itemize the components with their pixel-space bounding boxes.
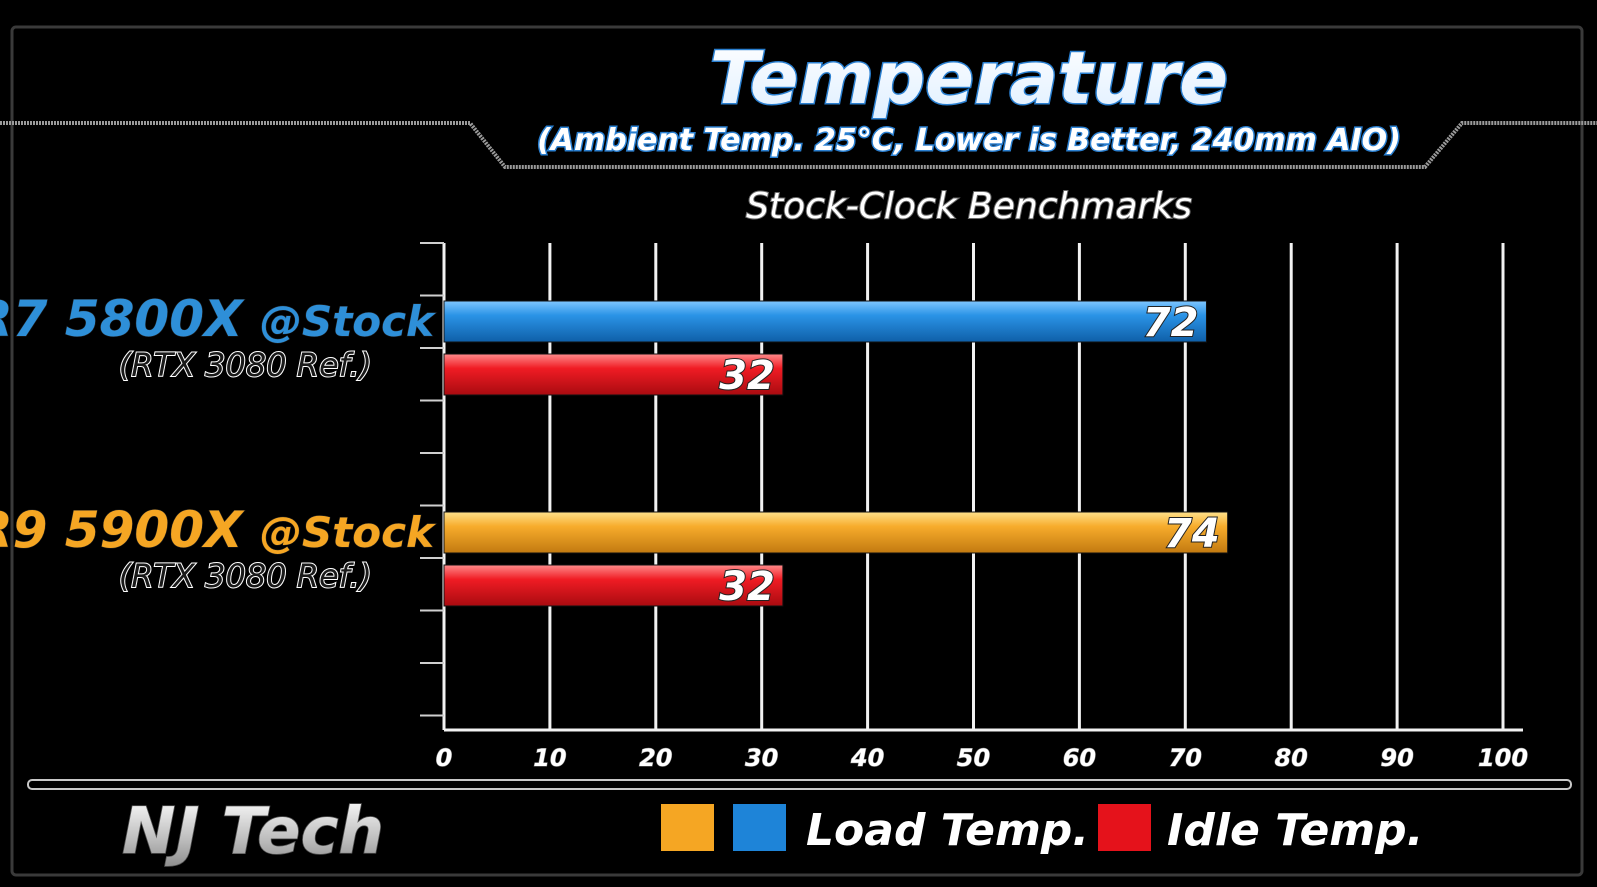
category-sublabel: (RTX 3080 Ref.): [119, 557, 372, 595]
category-label-suffix: @Stock: [260, 508, 437, 557]
plot-bars: 72 32 74 32: [443, 299, 1229, 611]
category-label-name: R9 5900X: [0, 501, 260, 559]
category-sublabel: (RTX 3080 Ref.): [119, 346, 372, 384]
bar-r7-5800x-idle-temp: [443, 353, 784, 396]
x-tick-label-80: 80: [1274, 744, 1307, 772]
chart-subtitle: (Ambient Temp. 25°C, Lower is Better, 24…: [537, 123, 1401, 158]
bar-r9-5900x-load-temp: [443, 511, 1229, 554]
category-labels: R7 5800X @Stock(RTX 3080 Ref.)R9 5900X @…: [0, 290, 438, 597]
bar-value-label-r7-5800x-idle-temp: 32: [719, 353, 775, 399]
bar-value-label-r9-5900x-idle-temp: 32: [719, 564, 775, 610]
outer-frame: [10, 25, 1584, 877]
x-tick-label-40: 40: [850, 744, 884, 772]
x-tick-label-0: 0: [436, 744, 453, 772]
bar-r7-5800x-load-temp: [443, 300, 1207, 343]
legend-label-idle: Idle Temp.: [1167, 805, 1423, 856]
x-tick-label-10: 10: [533, 744, 566, 772]
x-tick-label-90: 90: [1380, 744, 1413, 772]
section-label: Stock-Clock Benchmarks: [746, 186, 1192, 227]
category-label-name: R7 5800X: [0, 290, 260, 348]
x-tick-label-20: 20: [639, 744, 672, 772]
legend: Load Temp. Idle Temp.: [661, 804, 1423, 856]
header-bracket-line: [0, 121, 1597, 169]
bar-r9-5900x-idle-temp: [443, 564, 784, 607]
x-axis-tick-labels: 0 10 20 30 40 50 60 70 80 90 100: [435, 744, 1528, 773]
x-tick-label-60: 60: [1063, 744, 1096, 772]
bar-value-label-r7-5800x-load-temp: 72: [1143, 300, 1199, 346]
legend-swatch-load-orange: [661, 804, 714, 851]
legend-swatch-load-blue: [733, 804, 786, 851]
x-tick-label-70: 70: [1169, 744, 1202, 772]
category-label-r7-5800x: R7 5800X @Stock: [0, 290, 437, 348]
legend-label-load: Load Temp.: [806, 805, 1089, 856]
x-tick-label-100: 100: [1478, 744, 1528, 772]
category-label-r9-5900x: R9 5900X @Stock: [0, 501, 437, 559]
x-tick-label-30: 30: [745, 744, 778, 772]
footer-divider: [27, 779, 1572, 790]
legend-swatch-idle-red: [1098, 804, 1151, 851]
chart-title: Temperature: [710, 36, 1228, 120]
category-label-suffix: @Stock: [260, 297, 437, 346]
brand-logo: NJ Tech: [122, 795, 384, 869]
x-tick-label-50: 50: [957, 744, 990, 772]
bar-value-label-r9-5900x-load-temp: 74: [1164, 511, 1220, 557]
plot-grid: [420, 242, 1523, 732]
